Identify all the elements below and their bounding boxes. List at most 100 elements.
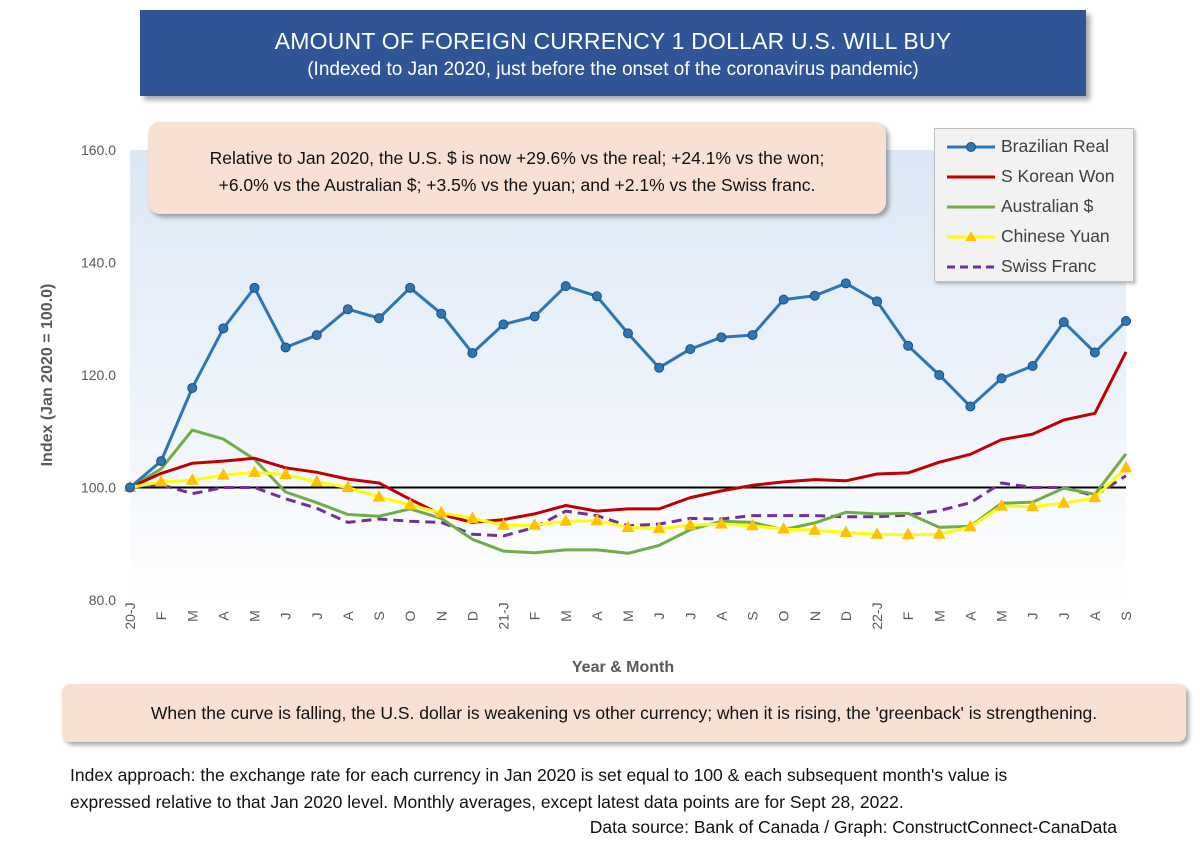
chart-title: AMOUNT OF FOREIGN CURRENCY 1 DOLLAR U.S.… — [274, 28, 952, 54]
legend-swatch — [947, 175, 995, 179]
y-tick-label: 100.0 — [81, 480, 116, 496]
y-axis-label: Index (Jan 2020 = 100.0) — [39, 284, 56, 467]
data-point — [403, 497, 417, 510]
data-point — [529, 311, 540, 322]
x-tick-label: J — [309, 613, 325, 620]
data-point — [685, 344, 696, 355]
x-tick-label: 21-J — [496, 602, 512, 629]
data-point — [436, 308, 447, 319]
data-point — [1026, 499, 1039, 512]
data-point — [1057, 496, 1071, 508]
data-point — [654, 362, 665, 373]
data-point — [621, 520, 635, 532]
data-point — [467, 348, 478, 359]
x-tick-label: F — [153, 612, 169, 621]
series-line-australian — [129, 428, 1128, 555]
data-point — [652, 521, 666, 534]
data-point — [279, 467, 292, 480]
data-point — [808, 523, 822, 535]
legend-label: Brazilian Real — [1001, 136, 1109, 156]
data-point — [683, 518, 697, 530]
y-tick-label: 140.0 — [81, 255, 116, 271]
x-tick-label: O — [776, 610, 792, 621]
x-tick-label: D — [464, 611, 480, 621]
x-tick-label: S — [745, 611, 761, 620]
data-point — [901, 527, 915, 540]
legend-label: Chinese Yuan — [1001, 226, 1110, 246]
summary-callout: Relative to Jan 2020, the U.S. $ is now … — [148, 122, 886, 214]
data-point — [342, 304, 353, 315]
legend-swatch — [947, 142, 995, 152]
data-point — [715, 517, 728, 529]
x-tick-label: A — [713, 611, 729, 621]
data-point — [840, 278, 851, 289]
data-point — [280, 342, 291, 353]
x-tick-label: M — [558, 610, 574, 622]
interpretation-callout: When the curve is falling, the U.S. doll… — [62, 684, 1186, 742]
method-note-line-2: expressed relative to that Jan 2020 leve… — [70, 792, 904, 812]
y-tick-label: 80.0 — [89, 592, 116, 608]
data-point — [777, 522, 790, 534]
data-point — [1058, 317, 1069, 328]
data-point — [185, 473, 199, 485]
data-point — [590, 513, 604, 526]
data-point — [248, 465, 261, 477]
data-point — [996, 373, 1007, 384]
data-point — [591, 291, 602, 302]
data-point — [341, 480, 355, 492]
legend-swatch — [947, 205, 995, 209]
series-group — [123, 278, 1133, 555]
legend-label: Australian $ — [1001, 196, 1094, 216]
data-point — [434, 505, 448, 518]
legend-label: S Korean Won — [1001, 166, 1115, 186]
data-point — [498, 319, 509, 330]
data-point — [528, 518, 541, 530]
line-chart: 80.0 100.0 120.0 140.0 160.0 20-J F M A M J J A S O N D… — [39, 142, 1134, 676]
data-point — [249, 282, 260, 293]
x-axis-label: Year & Month — [572, 659, 674, 676]
x-tick-label: M — [620, 610, 636, 622]
data-point — [809, 290, 820, 301]
data-point — [965, 401, 976, 412]
data-point — [747, 330, 758, 341]
data-point — [497, 518, 510, 530]
x-tick-label: S — [1118, 611, 1134, 620]
summary-line-1: Relative to Jan 2020, the U.S. $ is now … — [209, 148, 825, 168]
x-tick-label: M — [994, 610, 1010, 622]
x-tick-label: A — [589, 611, 605, 621]
data-point — [559, 514, 573, 526]
data-point — [870, 527, 884, 539]
data-point — [405, 282, 416, 293]
data-point — [217, 468, 230, 480]
data-point — [466, 511, 479, 523]
x-tick-label: O — [402, 610, 418, 621]
data-point — [1027, 361, 1038, 371]
title-banner: AMOUNT OF FOREIGN CURRENCY 1 DOLLAR U.S.… — [140, 10, 1086, 96]
x-tick-label: J — [1025, 613, 1041, 620]
x-axis: 20-J F M A M J J A S O N D 21-J F M A M J J A S O N D 22-J F M A M J J… — [122, 602, 1134, 629]
x-tick-label: 22-J — [869, 602, 885, 629]
data-point — [964, 519, 977, 532]
data-point — [187, 382, 198, 393]
legend-swatch — [947, 265, 995, 269]
data-point — [560, 281, 571, 292]
chart-subtitle: (Indexed to Jan 2020, just before the on… — [307, 59, 919, 80]
data-point — [372, 490, 386, 502]
data-point — [218, 323, 229, 334]
legend-item-s-korean-won: S Korean Won — [935, 162, 1133, 192]
x-tick-label: A — [340, 611, 356, 621]
data-point — [125, 482, 135, 493]
data-point — [1119, 460, 1133, 473]
data-point — [374, 313, 384, 324]
data-point — [1121, 316, 1131, 326]
x-tick-label: A — [1087, 611, 1103, 621]
x-tick-label: N — [807, 611, 823, 621]
data-point — [623, 328, 633, 339]
data-point — [995, 499, 1008, 511]
data-point — [932, 527, 946, 539]
x-tick-label: F — [900, 612, 916, 621]
data-point — [746, 518, 759, 531]
legend-label: Swiss Franc — [1001, 256, 1097, 276]
y-axis: 80.0 100.0 120.0 140.0 160.0 — [81, 142, 116, 608]
series-line-s-korean-won — [129, 351, 1128, 524]
